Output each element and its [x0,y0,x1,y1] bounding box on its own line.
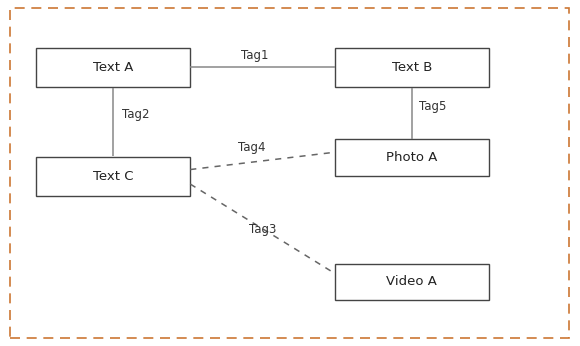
Text: Tag2: Tag2 [122,108,149,121]
Text: Tag1: Tag1 [241,49,268,62]
Text: Text A: Text A [93,61,133,74]
Bar [335,47,488,88]
Text: Tag5: Tag5 [419,100,446,113]
Bar [36,156,190,197]
Bar [36,47,190,88]
Bar [335,139,488,175]
Text: Text C: Text C [93,170,133,183]
Text: Tag4: Tag4 [238,140,265,154]
Text: Video A: Video A [386,275,437,289]
Text: Tag3: Tag3 [249,223,277,236]
Bar [335,264,488,300]
Text: Text B: Text B [392,61,432,74]
Text: Photo A: Photo A [386,151,437,164]
